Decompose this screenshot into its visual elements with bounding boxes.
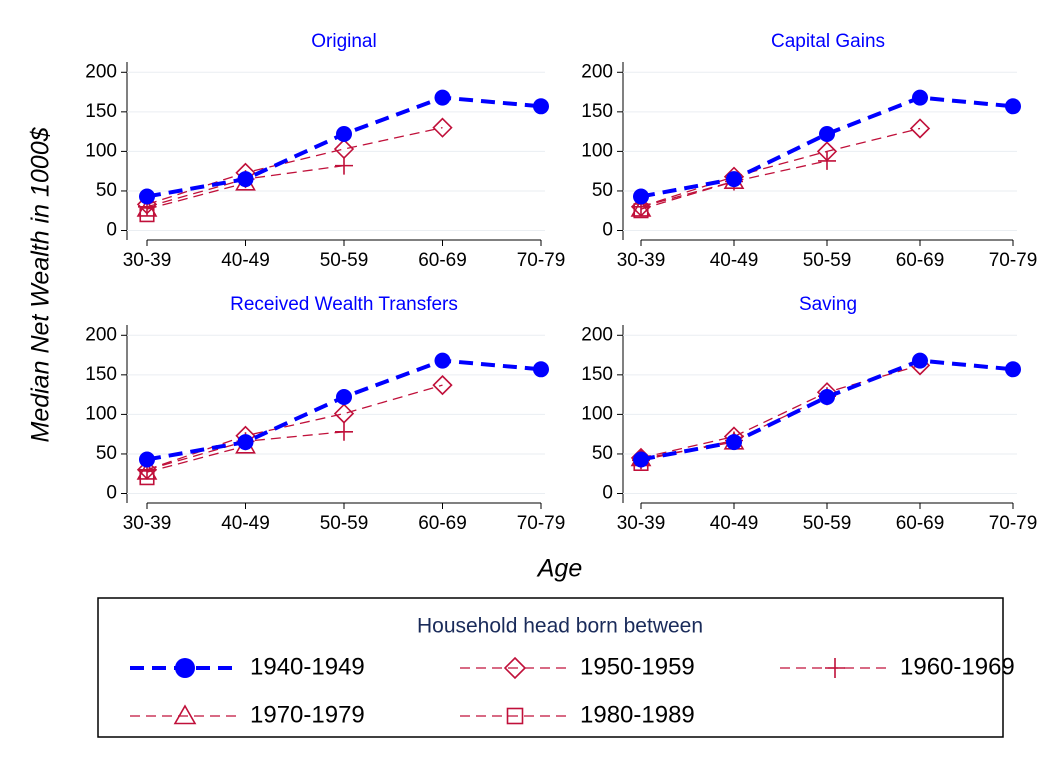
x-axis-title: Age	[536, 555, 582, 583]
marker	[630, 196, 652, 217]
y-tick-label: 50	[96, 180, 117, 201]
x-tick-label: 70-79	[989, 250, 1038, 271]
x-tick-label: 50-59	[320, 513, 369, 534]
marker	[726, 434, 742, 451]
x-tick-label: 60-69	[896, 513, 945, 534]
x-tick-label: 30-39	[617, 513, 666, 534]
y-tick-label: 50	[592, 443, 613, 464]
x-tick-label: 60-69	[418, 513, 467, 534]
x-tick-label: 40-49	[221, 250, 270, 271]
y-tick-label: 0	[106, 483, 117, 504]
marker	[336, 125, 352, 142]
marker	[819, 125, 835, 142]
y-tick-label: 50	[592, 180, 613, 201]
y-tick-label: 200	[581, 61, 613, 82]
marker	[335, 156, 353, 175]
chart-title: Original	[311, 31, 376, 52]
marker	[726, 171, 742, 188]
x-tick-label: 50-59	[803, 250, 852, 271]
x-tick-label: 40-49	[221, 513, 270, 534]
y-tick-label: 150	[581, 101, 613, 122]
y-tick-label: 100	[581, 140, 613, 161]
marker	[819, 388, 835, 405]
y-tick-label: 100	[581, 403, 613, 424]
x-tick-label: 60-69	[896, 250, 945, 271]
marker	[432, 374, 453, 396]
marker	[335, 422, 353, 441]
y-axis-title: Median Net Wealth in 1000$	[27, 126, 55, 442]
chart-title: Received Wealth Transfers	[230, 294, 458, 315]
marker	[336, 388, 352, 405]
marker	[237, 171, 254, 188]
legend-label: 1970-1979	[250, 701, 365, 728]
y-tick-label: 200	[85, 61, 117, 82]
x-tick-label: 40-49	[710, 250, 759, 271]
marker	[633, 451, 649, 468]
y-tick-label: 0	[106, 220, 117, 241]
y-tick-label: 200	[85, 324, 117, 345]
marker	[333, 403, 355, 424]
y-tick-label: 100	[85, 140, 117, 161]
legend-label: 1940-1949	[250, 653, 365, 680]
legend-label: 1980-1989	[580, 701, 695, 728]
x-tick-label: 30-39	[123, 513, 172, 534]
marker	[533, 361, 549, 378]
x-tick-label: 70-79	[517, 513, 566, 534]
marker	[909, 118, 931, 139]
y-tick-label: 100	[85, 403, 117, 424]
legend-label: 1960-1969	[900, 653, 1015, 680]
marker	[633, 188, 649, 205]
marker	[434, 89, 451, 106]
legend-marker	[173, 704, 197, 725]
series-line	[146, 445, 246, 473]
y-tick-label: 0	[602, 220, 613, 241]
x-tick-label: 30-39	[617, 250, 666, 271]
y-tick-label: 50	[96, 443, 117, 464]
y-tick-label: 150	[581, 364, 613, 385]
x-tick-label: 50-59	[803, 513, 852, 534]
x-tick-label: 30-39	[123, 250, 172, 271]
marker	[139, 188, 155, 205]
y-tick-label: 150	[85, 364, 117, 385]
legend-marker	[506, 707, 524, 725]
marker	[533, 98, 549, 115]
y-tick-label: 200	[581, 324, 613, 345]
x-tick-label: 70-79	[517, 250, 566, 271]
chart-title: Capital Gains	[771, 31, 885, 52]
y-tick-label: 150	[85, 101, 117, 122]
x-tick-label: 70-79	[989, 513, 1038, 534]
x-tick-label: 60-69	[418, 250, 467, 271]
marker	[1005, 98, 1021, 115]
marker	[912, 352, 928, 369]
chart-title: Saving	[799, 294, 857, 315]
series-line	[640, 127, 921, 208]
series-line	[146, 182, 246, 210]
marker	[139, 451, 155, 468]
marker	[237, 434, 254, 451]
x-tick-label: 40-49	[710, 513, 759, 534]
marker	[432, 117, 453, 138]
y-tick-label: 0	[602, 483, 613, 504]
marker	[816, 141, 838, 162]
x-tick-label: 50-59	[320, 250, 369, 271]
marker	[434, 352, 451, 369]
marker	[136, 459, 158, 480]
legend-label: 1950-1959	[580, 653, 695, 680]
marker	[333, 138, 355, 160]
marker	[912, 89, 928, 106]
legend-title: Household head born between	[417, 615, 703, 638]
legend-marker	[825, 658, 845, 678]
legend-marker	[175, 658, 195, 678]
marker	[1005, 361, 1021, 378]
legend-marker	[503, 656, 527, 680]
